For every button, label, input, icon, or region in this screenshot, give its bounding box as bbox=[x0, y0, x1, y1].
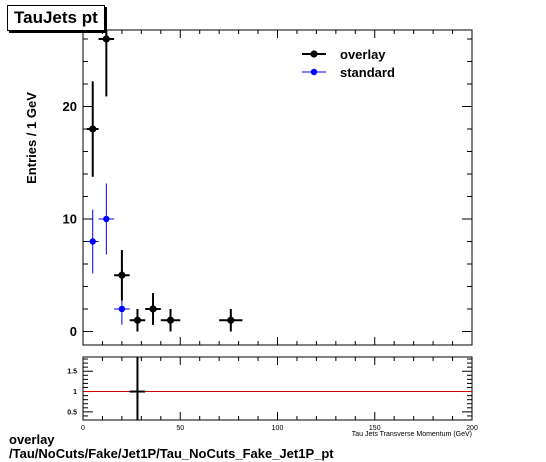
data-point bbox=[149, 305, 157, 313]
series-overlay bbox=[86, 30, 243, 332]
y-tick-label: 1.5 bbox=[67, 369, 77, 376]
footer-label: overlay bbox=[9, 432, 55, 447]
ratio-frame-rect bbox=[82, 356, 473, 421]
y-axis-label: Entries / 1 GeV bbox=[24, 92, 39, 184]
ratio-y-axis: 0.5 1 1.5 bbox=[67, 358, 472, 421]
main-x-axis bbox=[82, 30, 473, 345]
legend-marker-overlay bbox=[310, 50, 318, 58]
main-series-layer bbox=[86, 30, 243, 332]
main-frame-rect bbox=[82, 29, 473, 346]
ratio-x-axis: 0 50 100 150 200 bbox=[81, 357, 478, 432]
data-point bbox=[102, 35, 110, 43]
data-point bbox=[118, 305, 126, 313]
x-axis-label: Tau Jets Transverse Momentum (GeV) bbox=[352, 431, 472, 438]
y-tick-label: 0 bbox=[70, 324, 77, 339]
legend-label-overlay: overlay bbox=[340, 47, 386, 62]
footer-path: /Tau/NoCuts/Fake/Jet1P/Tau_NoCuts_Fake_J… bbox=[9, 446, 334, 461]
main-plot-frame bbox=[82, 29, 473, 346]
data-point bbox=[89, 238, 96, 245]
data-point bbox=[103, 215, 110, 223]
main-y-axis: 0 10 20 bbox=[63, 38, 472, 339]
y-tick-label: 10 bbox=[63, 212, 77, 227]
ratio-series-layer bbox=[83, 357, 472, 420]
series-standard bbox=[86, 183, 130, 325]
data-point bbox=[118, 271, 126, 279]
legend-marker-standard bbox=[310, 68, 318, 76]
legend: overlay standard bbox=[302, 47, 395, 80]
data-point bbox=[133, 316, 142, 324]
data-point bbox=[89, 125, 97, 133]
x-tick-label: 100 bbox=[272, 425, 284, 432]
x-tick-label: 50 bbox=[176, 425, 184, 432]
y-tick-label: 1 bbox=[73, 389, 77, 396]
x-tick-label: 150 bbox=[369, 425, 381, 432]
x-tick-label: 200 bbox=[466, 425, 478, 432]
ratio-plot-frame bbox=[82, 356, 473, 421]
y-tick-label: 20 bbox=[63, 99, 77, 114]
y-tick-label: 0.5 bbox=[67, 409, 77, 416]
x-tick-label: 0 bbox=[81, 425, 85, 432]
data-point bbox=[166, 316, 175, 324]
data-point bbox=[227, 316, 235, 324]
legend-label-standard: standard bbox=[340, 65, 395, 80]
histogram-title: TauJets pt bbox=[7, 5, 105, 31]
